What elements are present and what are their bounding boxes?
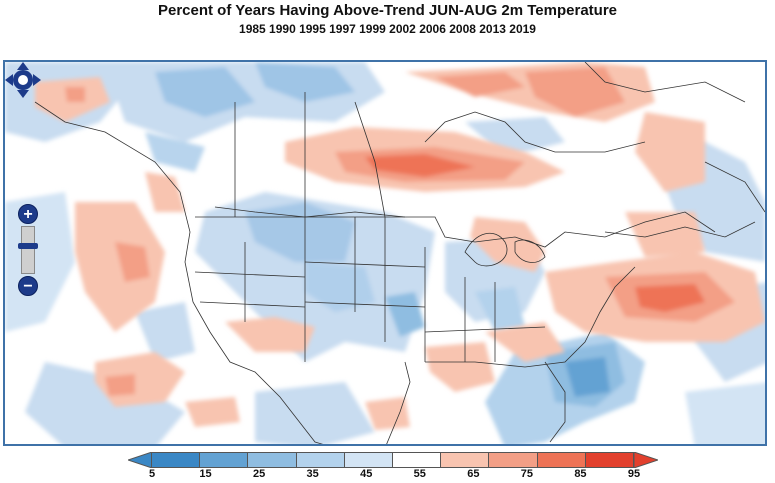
zoom-slider-handle[interactable] bbox=[18, 243, 38, 249]
colorbar-tick-label: 75 bbox=[520, 468, 533, 480]
colorbar-bin bbox=[584, 452, 635, 468]
map-title: Percent of Years Having Above-Trend JUN-… bbox=[157, 2, 618, 19]
colorbar-bin bbox=[392, 452, 442, 468]
colorbar-tick-label: 95 bbox=[627, 468, 641, 480]
colorbar-bin bbox=[295, 452, 345, 468]
colorbar-tick-label: 45 bbox=[360, 468, 373, 480]
colorbar-tick-label: 55 bbox=[413, 468, 426, 480]
colorbar-high-extend bbox=[633, 452, 658, 468]
zoom-slider-track[interactable] bbox=[21, 226, 35, 274]
colorbar-tick-label: 35 bbox=[306, 468, 319, 480]
colorbar-bins bbox=[151, 452, 635, 468]
map-borders bbox=[34, 62, 765, 444]
colorbar-tick-label: 85 bbox=[574, 468, 587, 480]
colorbar-bin bbox=[247, 452, 297, 468]
colorbar-bin bbox=[440, 452, 490, 468]
colorbar-tick-label: 15 bbox=[199, 468, 212, 480]
above-trend-shading bbox=[35, 62, 765, 430]
colorbar-tick-label: 5 bbox=[148, 468, 156, 480]
pan-arrows-icon[interactable] bbox=[5, 62, 41, 106]
colorbar-low-extend bbox=[128, 452, 153, 468]
zoom-out-icon[interactable]: − bbox=[18, 276, 38, 296]
colorbar-bin bbox=[151, 452, 201, 468]
colorbar-tick-labels: 5 15 25 35 45 55 65 75 85 95 bbox=[128, 468, 658, 482]
colorbar-legend bbox=[128, 452, 658, 468]
colorbar-bin bbox=[488, 452, 538, 468]
colorbar-tick-label: 65 bbox=[467, 468, 480, 480]
map-viewport[interactable]: + − bbox=[3, 60, 767, 446]
colorbar-tick-label: 25 bbox=[252, 468, 266, 480]
anomaly-map bbox=[5, 62, 765, 444]
colorbar-bin bbox=[343, 452, 394, 468]
zoom-control: + − bbox=[18, 204, 38, 296]
zoom-in-icon[interactable]: + bbox=[18, 204, 38, 224]
map-subtitle-years: 1985 1990 1995 1997 1999 2002 2006 2008 … bbox=[239, 22, 536, 36]
colorbar-bin bbox=[199, 452, 249, 468]
colorbar-bin bbox=[536, 452, 586, 468]
